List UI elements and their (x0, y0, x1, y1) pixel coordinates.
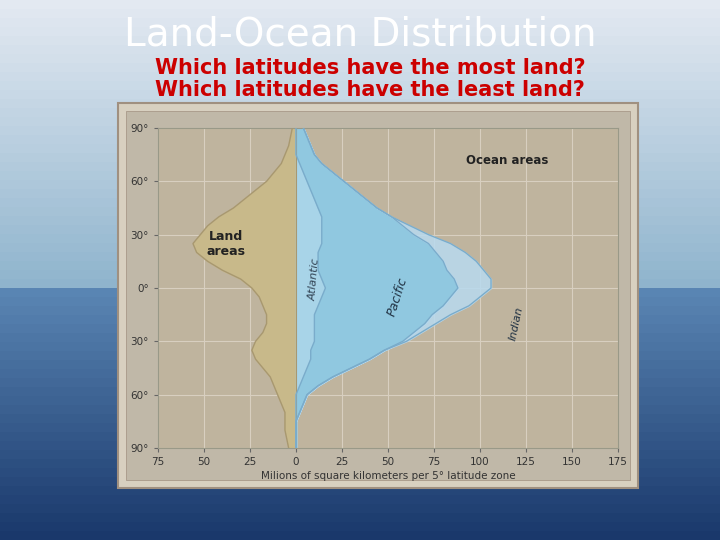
Text: Atlantic: Atlantic (307, 258, 321, 301)
Bar (0, 225, 720, 234)
Bar (0, 315, 720, 324)
Bar (0, 342, 720, 351)
Bar (0, 189, 720, 198)
Bar (0, 477, 720, 486)
Bar (0, 198, 720, 207)
Bar (0, 135, 720, 144)
Bar (0, 216, 720, 225)
Bar (0, 252, 720, 261)
Bar (0, 459, 720, 468)
Bar (0, 360, 720, 369)
Bar (0, 72, 720, 81)
Bar (0, 0, 720, 9)
Bar (0, 144, 720, 153)
Bar (0, 423, 720, 432)
Bar (0, 18, 720, 27)
Bar (0, 387, 720, 396)
Bar (0, 90, 720, 99)
Bar (0, 63, 720, 72)
Bar (0, 27, 720, 36)
Bar (0, 432, 720, 441)
Bar (118, 103, 638, 488)
Bar (0, 243, 720, 252)
Bar (0, 378, 720, 387)
Bar (0, 297, 720, 306)
Bar (0, 414, 720, 423)
Bar (0, 153, 720, 162)
Bar (0, 180, 720, 189)
Bar (0, 333, 720, 342)
Bar (0, 369, 720, 378)
Bar (0, 504, 720, 513)
Bar (0, 531, 720, 540)
Bar (0, 450, 720, 459)
Text: Ocean areas: Ocean areas (467, 153, 549, 166)
Bar (0, 324, 720, 333)
Bar (0, 234, 720, 243)
Bar (0, 9, 720, 18)
X-axis label: Milions of square kilometers per 5° latitude zone: Milions of square kilometers per 5° lati… (261, 471, 516, 481)
Text: Which latitudes have the most land?: Which latitudes have the most land? (155, 58, 585, 78)
Bar (0, 405, 720, 414)
Bar (0, 162, 720, 171)
Bar (0, 207, 720, 216)
Bar (0, 486, 720, 495)
Bar (0, 126, 720, 135)
Bar (0, 468, 720, 477)
Bar (0, 441, 720, 450)
Bar (0, 54, 720, 63)
Bar (0, 117, 720, 126)
Bar (0, 261, 720, 270)
Bar (0, 270, 720, 279)
Bar (0, 279, 720, 288)
Bar (0, 495, 720, 504)
Text: Land-Ocean Distribution: Land-Ocean Distribution (124, 16, 596, 54)
Text: Indian: Indian (508, 306, 526, 341)
Bar (0, 45, 720, 54)
Bar (0, 513, 720, 522)
Bar (0, 108, 720, 117)
Bar (0, 99, 720, 108)
Bar (0, 36, 720, 45)
Bar (0, 288, 720, 297)
Bar (0, 396, 720, 405)
Bar (0, 306, 720, 315)
Text: Land
areas: Land areas (207, 230, 246, 258)
Bar (0, 171, 720, 180)
Bar (126, 111, 630, 480)
Text: Which latitudes have the least land?: Which latitudes have the least land? (155, 80, 585, 100)
Bar (0, 522, 720, 531)
Bar (0, 81, 720, 90)
Bar (0, 351, 720, 360)
Text: Pacific: Pacific (384, 276, 410, 318)
